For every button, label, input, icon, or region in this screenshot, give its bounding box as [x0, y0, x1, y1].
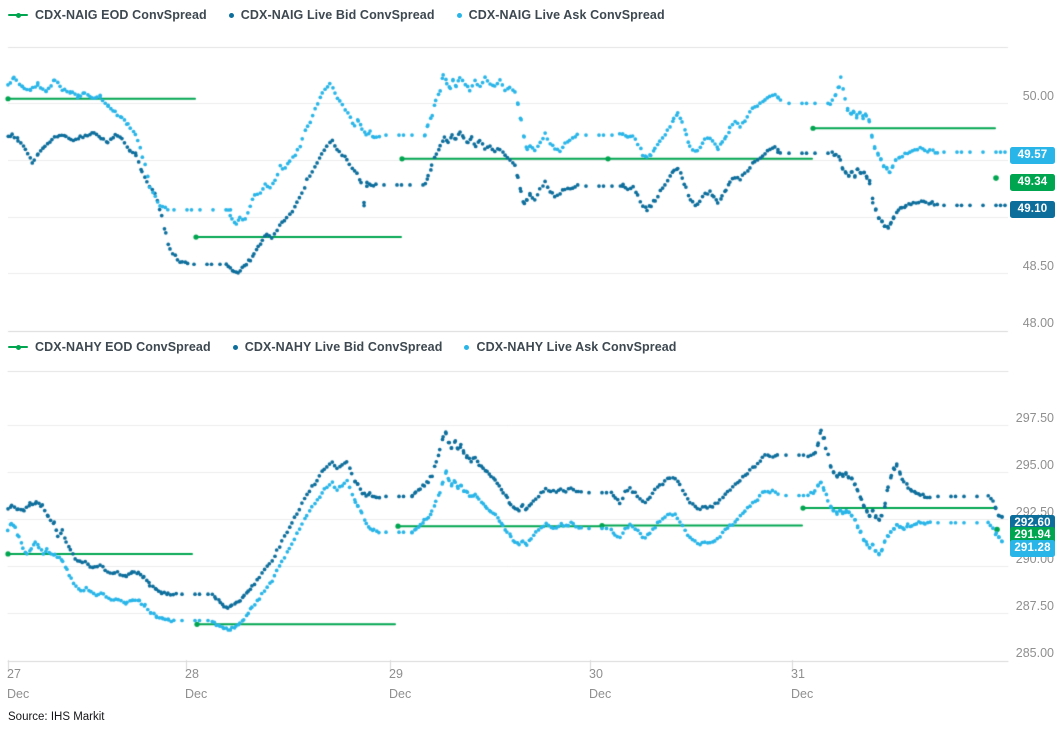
x-axis-day-label: 29 [389, 667, 403, 681]
last-value-badge-ask: 291.28 [1010, 539, 1055, 557]
legend-item-nahy-bid[interactable]: CDX-NAHY Live Bid ConvSpread [232, 340, 443, 354]
x-axis-month-label: Dec [185, 687, 208, 701]
legend-naig: CDX-NAIG EOD ConvSpread CDX-NAIG Live Bi… [8, 5, 665, 25]
legend-label: CDX-NAHY Live Bid ConvSpread [244, 340, 443, 354]
ask-dot-marker-icon [456, 12, 462, 18]
y-axis-label: 295.00 [1015, 458, 1054, 472]
x-axis-day-label: 31 [791, 667, 805, 681]
legend-item-naig-eod[interactable]: CDX-NAIG EOD ConvSpread [8, 8, 207, 22]
legend-label: CDX-NAIG Live Bid ConvSpread [240, 8, 435, 22]
legend-label: CDX-NAIG Live Ask ConvSpread [468, 8, 665, 22]
legend-label: CDX-NAIG EOD ConvSpread [35, 8, 207, 22]
last-value-badge-ask: 49.57 [1010, 146, 1055, 164]
y-axis-label: 50.00 [1022, 89, 1054, 104]
legend-item-naig-ask[interactable]: CDX-NAIG Live Ask ConvSpread [456, 8, 665, 22]
y-axis-label: 48.50 [1022, 259, 1054, 274]
eod-line-marker-icon [8, 343, 28, 352]
y-axis-label: 48.00 [1022, 315, 1054, 330]
legend-item-nahy-ask[interactable]: CDX-NAHY Live Ask ConvSpread [464, 340, 676, 354]
eod-line-marker-icon [8, 11, 28, 20]
source-note: Source: IHS Markit [8, 711, 105, 723]
last-value-badge-bid: 49.10 [1010, 200, 1055, 218]
x-axis-month-label: Dec [389, 687, 412, 701]
legend-item-naig-bid[interactable]: CDX-NAIG Live Bid ConvSpread [228, 8, 435, 22]
legend-label: CDX-NAHY EOD ConvSpread [35, 340, 211, 354]
x-axis-month-label: Dec [7, 687, 30, 701]
bid-dot-marker-icon [228, 12, 234, 18]
bid-dot-marker-icon [232, 344, 238, 350]
y-axis-label: 285.00 [1015, 646, 1054, 660]
ask-dot-marker-icon [464, 344, 470, 350]
y-axis-label: 287.50 [1015, 599, 1054, 613]
x-axis-month-label: Dec [791, 687, 814, 701]
legend-label: CDX-NAHY Live Ask ConvSpread [476, 340, 677, 354]
legend-nahy: CDX-NAHY EOD ConvSpread CDX-NAHY Live Bi… [8, 337, 677, 357]
x-axis-day-label: 27 [7, 667, 21, 681]
x-axis-day-label: 30 [589, 667, 603, 681]
x-axis-month-label: Dec [589, 687, 612, 701]
last-value-badge-eod: 49.34 [1010, 173, 1055, 191]
x-axis-day-label: 28 [185, 667, 199, 681]
legend-item-nahy-eod[interactable]: CDX-NAHY EOD ConvSpread [8, 340, 211, 354]
y-axis-label: 297.50 [1015, 411, 1054, 425]
